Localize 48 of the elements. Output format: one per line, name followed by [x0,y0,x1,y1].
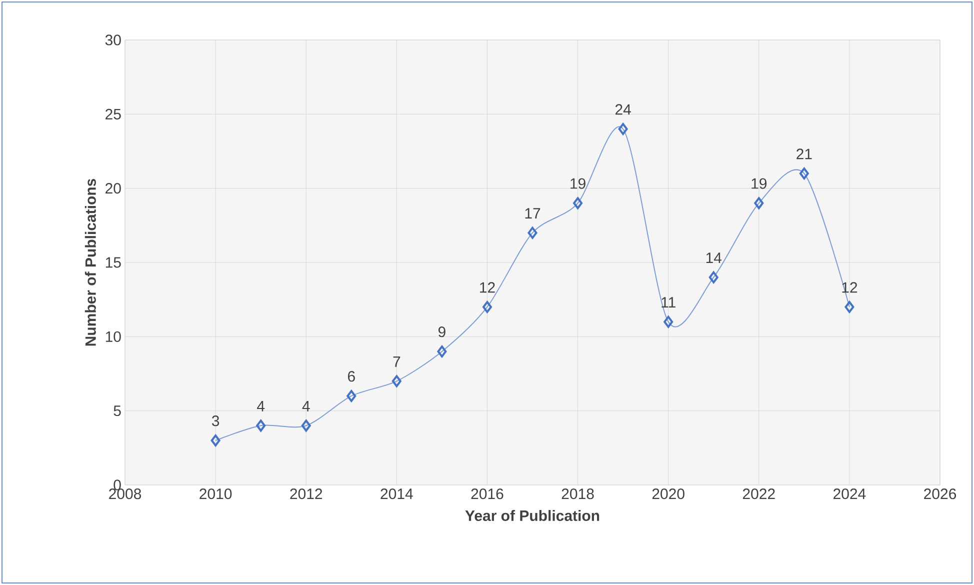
data-label: 4 [302,401,310,412]
data-label: 12 [480,282,495,293]
y-axis-title: Number of Publications [84,178,96,346]
point [437,345,447,358]
x-tick-label: 2026 [924,488,956,500]
y-tick-label: 5 [114,406,121,416]
y-tick-label: 30 [105,34,121,46]
point [482,300,492,313]
x-tick-label: 2008 [109,488,142,500]
x-axis-title: Year of Publication [465,510,600,522]
point [618,122,628,135]
x-tick-label: 2016 [471,488,504,500]
point [346,390,356,402]
point [754,197,764,210]
x-tick-label: 2014 [380,488,413,500]
y-tick-label: 15 [106,257,121,268]
point [573,197,583,210]
x-tick-label: 2022 [742,488,775,500]
data-label: 21 [796,148,812,160]
data-label: 17 [525,208,540,218]
point [256,420,266,432]
point [799,167,809,180]
y-tick-label: 20 [106,183,121,194]
x-tick-label: 2010 [200,488,232,500]
data-label: 19 [570,178,586,189]
point [392,375,402,388]
data-label: 9 [438,326,446,338]
point [301,420,311,432]
point [844,300,854,313]
data-label: 14 [706,252,722,263]
data-label: 4 [257,401,265,412]
point [708,271,718,284]
data-label: 24 [615,104,631,115]
data-label: 3 [212,416,220,426]
x-tick-label: 2024 [834,488,866,500]
point [528,226,538,239]
y-tick-label: 10 [106,331,121,342]
data-label: 7 [393,356,400,367]
data-label: 11 [662,297,676,308]
x-tick-label: 2018 [562,488,594,500]
point [210,434,220,446]
y-tick-label: 0 [114,480,121,490]
data-label: 6 [348,371,355,382]
x-tick-label: 2012 [290,488,322,500]
x-tick-label: 2020 [652,488,684,500]
y-tick-label: 25 [106,108,121,120]
point [664,316,674,328]
data-label: 19 [752,178,767,189]
